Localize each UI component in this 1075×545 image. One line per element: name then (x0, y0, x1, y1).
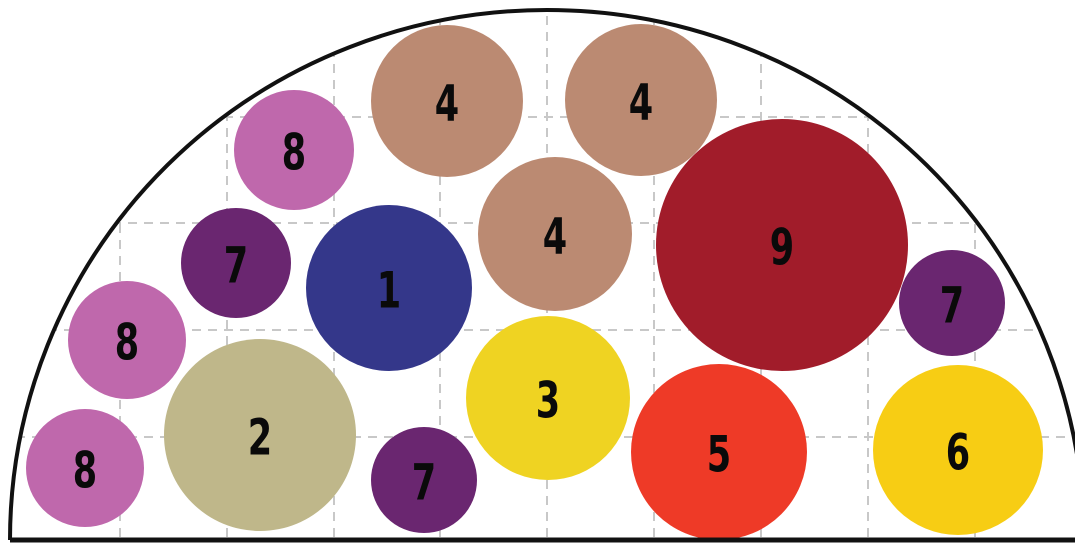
circle-shape (234, 90, 354, 210)
circle-6: 6 (873, 365, 1043, 535)
circle-8: 8 (26, 409, 144, 527)
circle-shape (68, 281, 186, 399)
semicircle-boundary (8, 8, 1075, 541)
circle-number-label: 8 (115, 312, 139, 371)
circle-number-label: 4 (543, 206, 567, 265)
circle-7: 7 (899, 250, 1005, 356)
circle-7: 7 (181, 208, 291, 318)
circle-number-label: 4 (435, 73, 459, 132)
circle-shape (306, 205, 472, 371)
circle-3: 3 (466, 316, 630, 480)
circle-shape (466, 316, 630, 480)
circle-4: 4 (478, 157, 632, 311)
circle-8: 8 (234, 90, 354, 210)
circle-shape (164, 339, 356, 531)
circle-shape (371, 25, 523, 177)
circle-number-label: 8 (282, 122, 306, 181)
circle-shape (478, 157, 632, 311)
circle-shape (181, 208, 291, 318)
circle-number-label: 6 (946, 422, 970, 481)
circle-number-label: 3 (536, 370, 560, 429)
circle-9: 9 (656, 119, 908, 371)
circle-shape (26, 409, 144, 527)
circle-shape (565, 24, 717, 176)
circle-2: 2 (164, 339, 356, 531)
circle-5: 5 (631, 364, 807, 540)
circle-4: 4 (565, 24, 717, 176)
circle-7: 7 (371, 427, 477, 533)
circle-8: 8 (68, 281, 186, 399)
circle-number-label: 9 (770, 217, 794, 276)
circle-number-label: 7 (224, 235, 248, 294)
circle-4: 4 (371, 25, 523, 177)
circle-number-label: 7 (412, 452, 436, 511)
circle-number-label: 8 (73, 440, 97, 499)
circle-shape (631, 364, 807, 540)
circle-number-label: 2 (248, 407, 272, 466)
circle-number-label: 4 (629, 72, 653, 131)
circle-number-label: 5 (707, 424, 731, 483)
circle-shape (656, 119, 908, 371)
circle-shape (371, 427, 477, 533)
circle-number-label: 1 (377, 260, 401, 319)
circle-1: 1 (306, 205, 472, 371)
circle-number-label: 7 (940, 275, 964, 334)
circle-shape (899, 250, 1005, 356)
circle-shape (873, 365, 1043, 535)
